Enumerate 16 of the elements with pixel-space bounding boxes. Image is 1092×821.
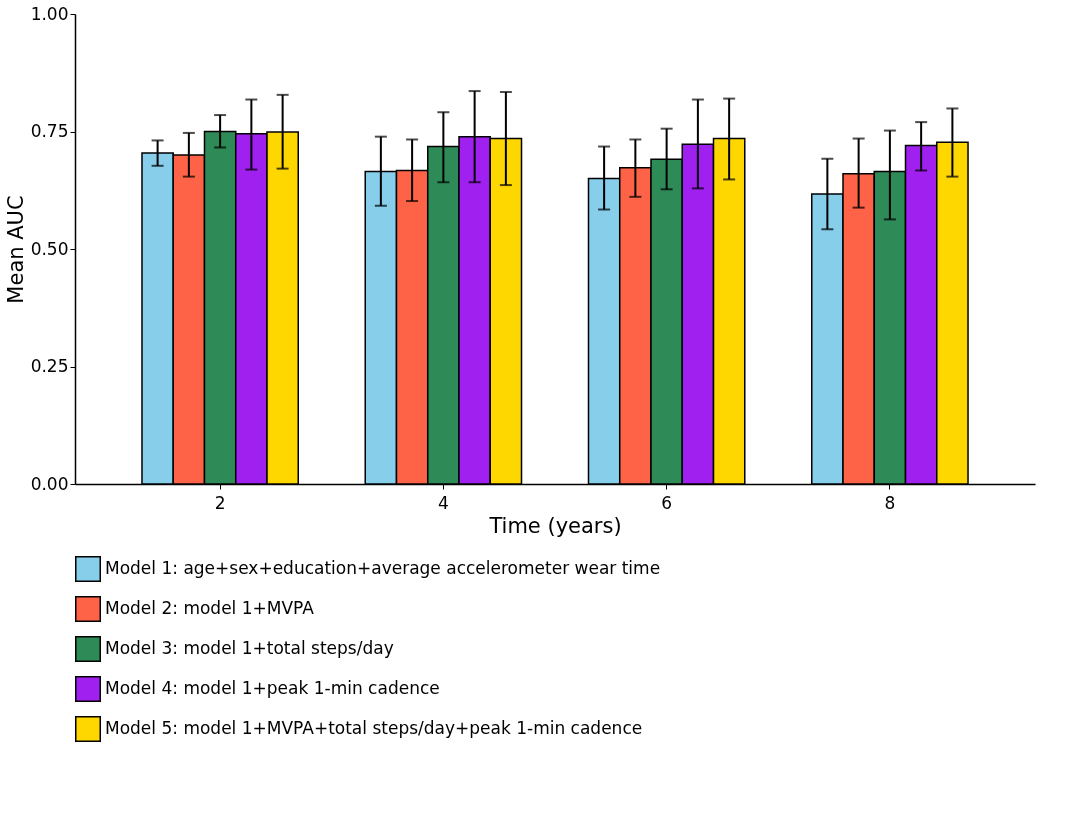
y-axis-title: Mean AUC [3,195,28,304]
y-tick-label: 0.50 [30,238,69,259]
legend-label: Model 5: model 1+MVPA+total steps/day+peak 1-min cadence [105,718,643,738]
x-axis-title: Time (years) [488,513,622,538]
x-tick-label: 8 [884,492,896,513]
x-tick-label: 4 [437,492,449,513]
x-tick-label: 2 [214,492,226,513]
y-tick-label: 1.00 [30,3,69,24]
y-tick-label: 0.75 [30,121,69,141]
legend-label: Model 4: model 1+peak 1-min cadence [105,678,440,698]
y-tick-label: 0.25 [30,356,69,376]
legend-label: Model 1: age+sex+education+average accelerometer wear time [105,558,661,578]
legend-label: Model 2: model 1+MVPA [105,598,315,618]
x-tick-label: 6 [661,492,673,513]
y-tick-label: 0.00 [30,473,69,494]
legend-label: Model 3: model 1+total steps/day [105,638,394,658]
